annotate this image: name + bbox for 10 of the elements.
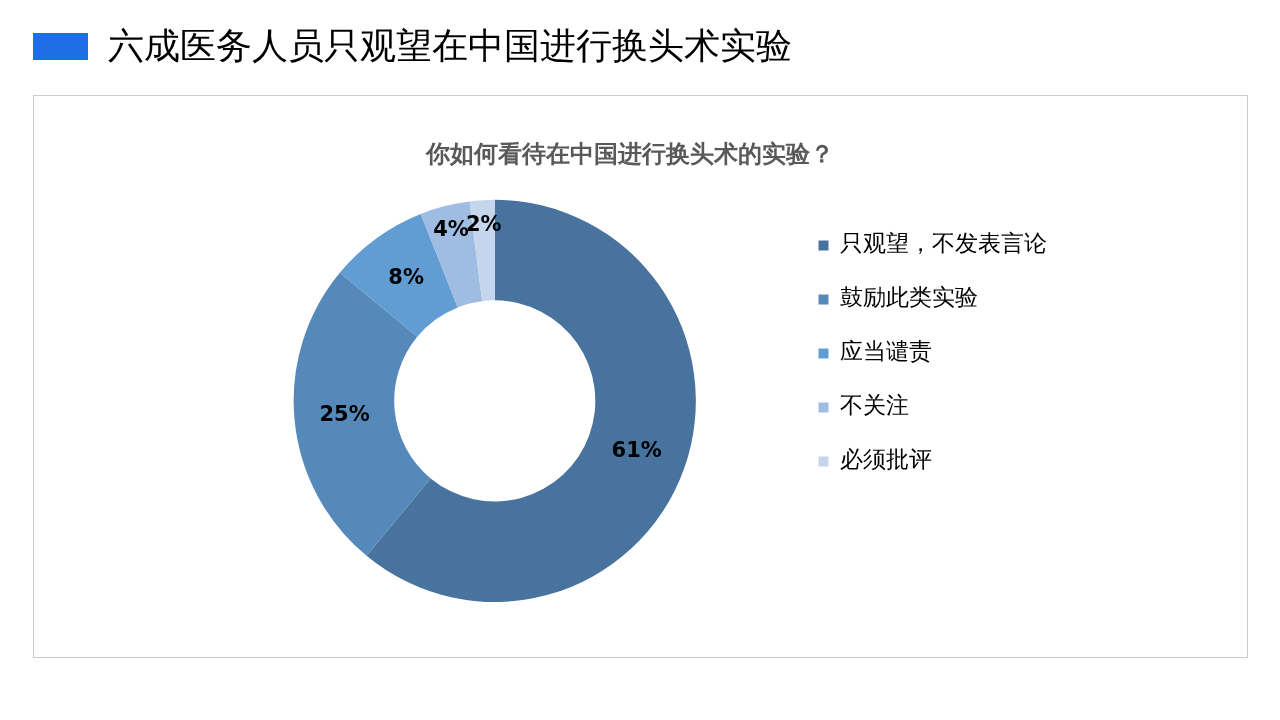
legend-label: 必须批评 (840, 446, 932, 473)
legend-label: 只观望，不发表言论 (840, 230, 1047, 257)
chart-subtitle: 你如何看待在中国进行换头术的实验？ (424, 139, 834, 168)
legend-label: 鼓励此类实验 (840, 284, 978, 311)
chart-title: 六成医务人员只观望在中国进行换头术实验 (108, 24, 792, 68)
data-label: 61% (611, 438, 662, 463)
data-label: 25% (319, 401, 370, 426)
legend-label: 不关注 (840, 392, 909, 419)
data-label: 8% (388, 265, 424, 290)
legend-label: 应当谴责 (840, 338, 932, 365)
